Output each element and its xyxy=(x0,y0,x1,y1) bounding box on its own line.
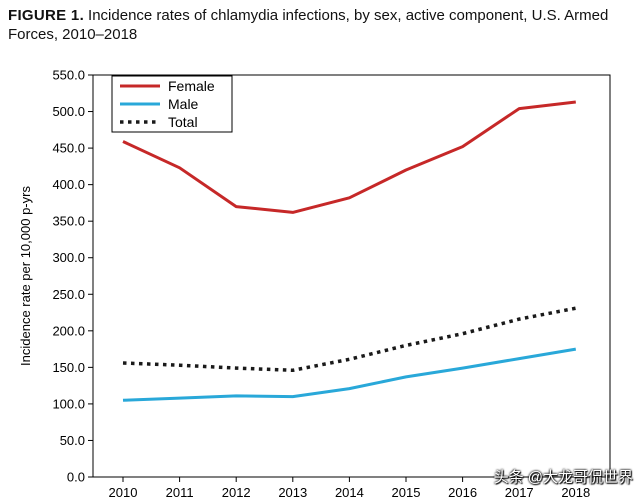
figure-caption-text: Incidence rates of chlamydia infections,… xyxy=(8,7,609,43)
y-tick-label: 150.0 xyxy=(52,360,85,375)
legend-label-female: Female xyxy=(168,78,215,94)
y-tick-label: 400.0 xyxy=(52,177,85,192)
y-tick-label: 300.0 xyxy=(52,250,85,265)
x-tick-label: 2015 xyxy=(392,485,421,500)
legend-label-total: Total xyxy=(168,114,198,130)
x-tick-label: 2011 xyxy=(166,485,194,500)
y-tick-label: 200.0 xyxy=(52,323,85,338)
y-axis-label: Incidence rate per 10,000 p-yrs xyxy=(18,186,33,366)
y-tick-label: 250.0 xyxy=(52,287,85,302)
y-tick-label: 100.0 xyxy=(52,396,85,411)
figure-caption: FIGURE 1. Incidence rates of chlamydia in… xyxy=(8,6,633,44)
y-tick-label: 550.0 xyxy=(52,68,85,83)
y-tick-label: 0.0 xyxy=(67,470,85,485)
y-tick-label: 500.0 xyxy=(52,104,85,119)
y-tick-label: 350.0 xyxy=(52,214,85,229)
x-tick-label: 2016 xyxy=(448,485,477,500)
series-line-male xyxy=(122,347,577,402)
x-tick-label: 2013 xyxy=(278,485,307,500)
x-tick-label: 2012 xyxy=(222,485,251,500)
y-tick-label: 450.0 xyxy=(52,141,85,156)
x-tick-label: 2014 xyxy=(335,485,364,500)
watermark: 头条 @大龙哥侃世界 xyxy=(493,469,633,486)
y-tick-label: 50.0 xyxy=(60,433,85,448)
figure-label: FIGURE 1. xyxy=(8,7,85,24)
x-tick-label: 2017 xyxy=(505,485,534,500)
series-line-female xyxy=(122,100,576,214)
x-tick-label: 2010 xyxy=(109,485,138,500)
legend-label-male: Male xyxy=(168,96,199,112)
x-tick-label: 2018 xyxy=(561,485,590,500)
plot-frame xyxy=(92,74,611,478)
